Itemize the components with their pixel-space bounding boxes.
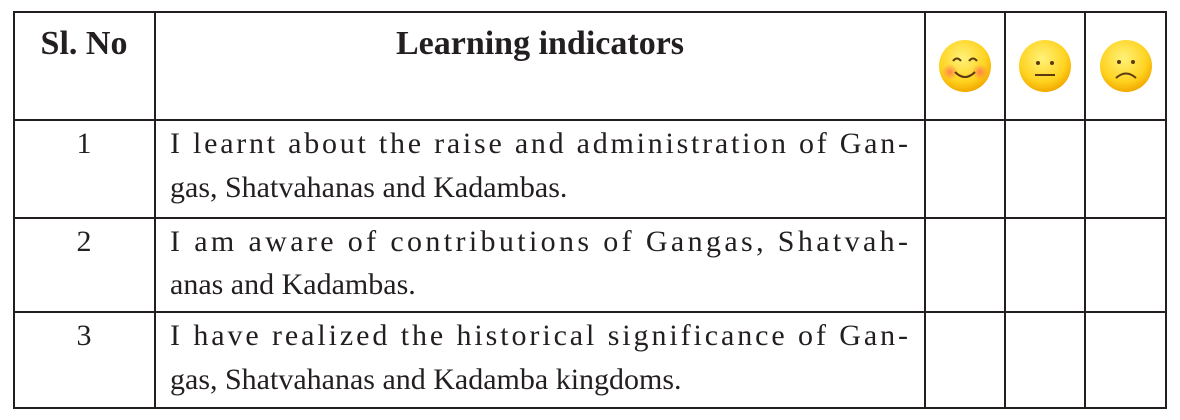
table-frame [13,11,1167,409]
indicator-text: gas, Shatvahanas and Kadambas. [170,171,567,204]
row-number: 3 [77,319,92,352]
happy-face-icon [939,40,991,92]
neutral-face-icon [1019,40,1071,92]
indicator-text: I learnt about the raise and administrat… [170,127,908,160]
sad-face-icon [1100,40,1152,92]
indicator-text: gas, Shatvahanas and Kadamba kingdoms. [170,363,682,396]
header-cell: Learning indicators [396,25,684,62]
row-number: 2 [77,225,92,258]
indicator-text: I have realized the historical significa… [170,319,908,352]
row-number: 1 [77,127,92,160]
header-cell: Sl. No [41,25,128,62]
indicator-text: anas and Kadambas. [170,268,416,301]
table-borders [13,11,1167,409]
indicator-text: I am aware of contributions of Gangas, S… [170,225,908,258]
